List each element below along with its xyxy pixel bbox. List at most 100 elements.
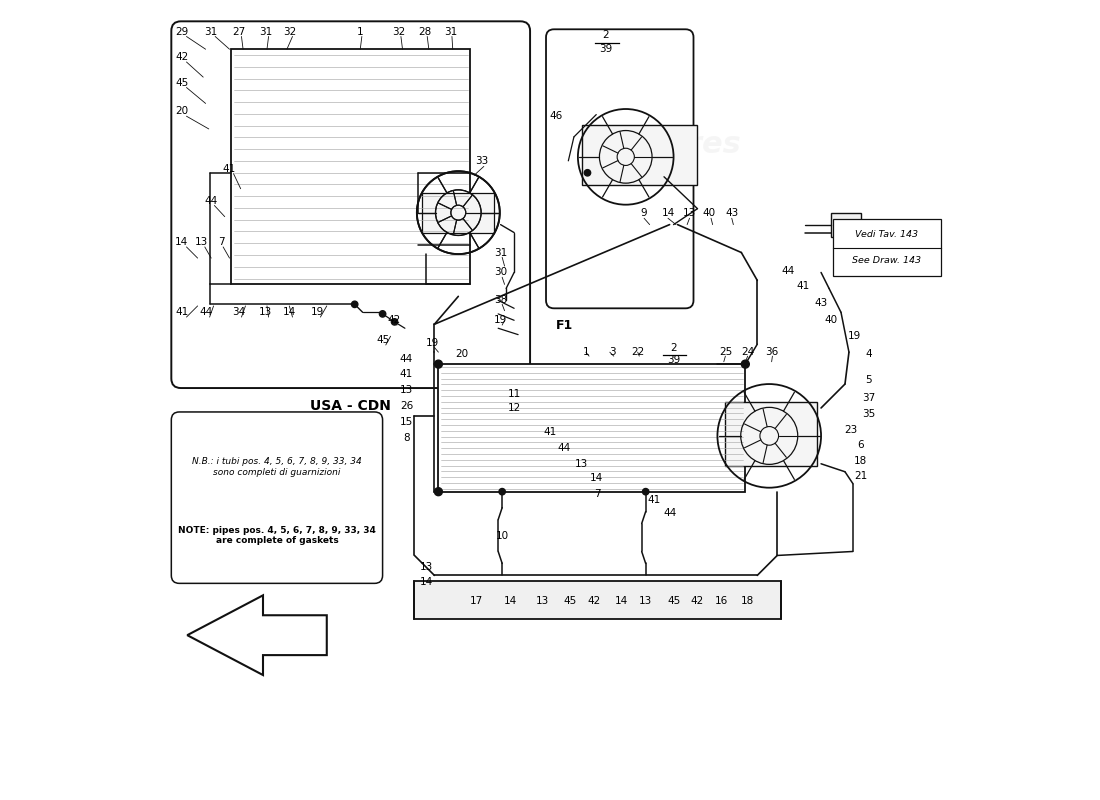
Bar <box>439 364 746 492</box>
Text: 41: 41 <box>400 370 414 379</box>
Text: 42: 42 <box>587 596 601 606</box>
Text: 8: 8 <box>404 434 410 443</box>
Bar <box>422 193 494 233</box>
Text: Vedi Tav. 143: Vedi Tav. 143 <box>856 230 918 239</box>
Text: 34: 34 <box>232 307 245 318</box>
Text: 41: 41 <box>175 307 188 318</box>
Circle shape <box>499 489 505 495</box>
Text: 32: 32 <box>283 26 296 37</box>
Text: 1: 1 <box>356 26 364 37</box>
Text: 14: 14 <box>283 307 296 318</box>
Text: NOTE: pipes pos. 4, 5, 6, 7, 8, 9, 33, 34
are complete of gaskets: NOTE: pipes pos. 4, 5, 6, 7, 8, 9, 33, 3… <box>178 526 376 545</box>
Bar <box>231 50 471 285</box>
Text: 13: 13 <box>420 562 433 573</box>
Text: eurospares: eurospares <box>491 421 737 459</box>
Text: 16: 16 <box>715 596 728 606</box>
Text: 13: 13 <box>683 208 696 218</box>
Text: N.B.: i tubi pos. 4, 5, 6, 7, 8, 9, 33, 34
sono completi di guarnizioni: N.B.: i tubi pos. 4, 5, 6, 7, 8, 9, 33, … <box>192 457 362 477</box>
Text: 41: 41 <box>543 427 557 437</box>
Text: 18: 18 <box>855 455 868 466</box>
Text: 14: 14 <box>420 577 433 586</box>
Text: 19: 19 <box>494 315 507 326</box>
Text: 17: 17 <box>470 596 483 606</box>
Text: See Draw. 143: See Draw. 143 <box>852 257 922 266</box>
Text: 30: 30 <box>494 267 507 278</box>
Text: 42: 42 <box>388 315 401 326</box>
Bar <box>833 219 940 277</box>
Text: 10: 10 <box>496 530 508 541</box>
Text: 44: 44 <box>205 196 218 206</box>
Text: 37: 37 <box>862 393 876 402</box>
Text: 39: 39 <box>600 44 613 54</box>
Text: 14: 14 <box>615 596 628 606</box>
Text: 39: 39 <box>667 355 680 365</box>
Text: 11: 11 <box>507 389 520 398</box>
Text: 20: 20 <box>455 349 469 358</box>
Text: 4: 4 <box>866 349 872 358</box>
Text: 26: 26 <box>400 402 414 411</box>
Text: 41: 41 <box>223 164 236 174</box>
Text: 19: 19 <box>310 307 323 318</box>
Text: 31: 31 <box>205 26 218 37</box>
Text: 14: 14 <box>175 237 188 247</box>
Text: 45: 45 <box>563 596 576 606</box>
Text: 42: 42 <box>175 52 188 62</box>
Text: 14: 14 <box>590 473 603 483</box>
Text: 12: 12 <box>507 403 520 413</box>
Text: 35: 35 <box>862 409 876 418</box>
Text: 43: 43 <box>814 298 827 308</box>
Text: 1: 1 <box>583 347 590 357</box>
Text: 38: 38 <box>494 295 507 306</box>
Text: 41: 41 <box>647 494 660 505</box>
Text: 13: 13 <box>195 237 208 247</box>
Text: 23: 23 <box>845 426 858 435</box>
Text: 21: 21 <box>855 470 868 481</box>
Text: 19: 19 <box>848 331 861 342</box>
Text: 31: 31 <box>494 247 507 258</box>
Text: 9: 9 <box>641 208 648 218</box>
Text: 5: 5 <box>866 375 872 385</box>
Text: 7: 7 <box>594 489 601 499</box>
FancyBboxPatch shape <box>172 412 383 583</box>
Text: 45: 45 <box>667 596 680 606</box>
Text: 13: 13 <box>639 596 652 606</box>
Circle shape <box>434 488 442 496</box>
Text: 22: 22 <box>631 347 645 357</box>
Bar <box>830 213 861 237</box>
Text: F1: F1 <box>556 319 573 332</box>
Text: 32: 32 <box>392 26 405 37</box>
Text: 31: 31 <box>258 26 272 37</box>
Text: 44: 44 <box>199 307 212 318</box>
Circle shape <box>741 360 749 368</box>
Bar <box>415 581 781 619</box>
Text: 44: 44 <box>400 354 414 364</box>
Text: 28: 28 <box>418 26 431 37</box>
Circle shape <box>434 360 442 368</box>
Text: 43: 43 <box>725 208 738 218</box>
FancyBboxPatch shape <box>546 30 693 308</box>
Text: 19: 19 <box>426 338 439 347</box>
Circle shape <box>392 318 398 325</box>
Circle shape <box>352 301 358 307</box>
Text: 7: 7 <box>218 237 224 247</box>
Text: 14: 14 <box>504 596 517 606</box>
Text: 45: 45 <box>175 78 188 88</box>
Text: 6: 6 <box>858 441 865 450</box>
Text: 2: 2 <box>603 30 609 40</box>
Circle shape <box>584 170 591 176</box>
Text: 42: 42 <box>691 596 704 606</box>
Text: 3: 3 <box>609 347 616 357</box>
Text: 24: 24 <box>741 347 755 357</box>
Text: USA - CDN: USA - CDN <box>310 398 392 413</box>
Polygon shape <box>187 595 327 675</box>
Text: 40: 40 <box>824 315 837 326</box>
Text: 15: 15 <box>400 418 414 427</box>
Text: 18: 18 <box>741 596 755 606</box>
Text: 44: 44 <box>663 508 676 518</box>
Text: 46: 46 <box>550 111 563 121</box>
Text: 13: 13 <box>400 386 414 395</box>
Text: 2: 2 <box>670 343 676 353</box>
Text: 40: 40 <box>703 208 716 218</box>
Text: 13: 13 <box>575 458 589 469</box>
Text: 31: 31 <box>443 26 456 37</box>
